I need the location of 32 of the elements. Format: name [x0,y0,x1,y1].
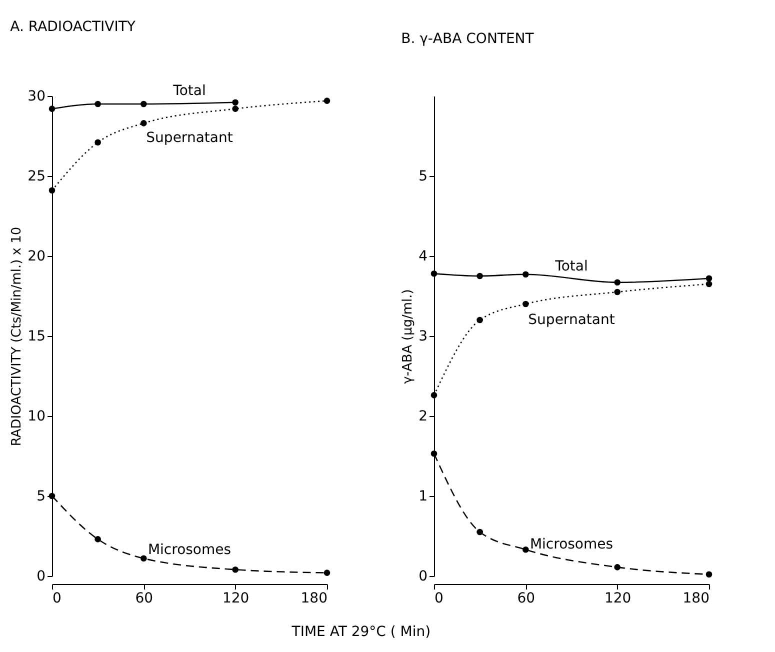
x-tick-label: 180 [682,590,710,606]
y-tick-label: 0 [36,568,46,584]
series-label: Total [554,258,588,274]
chart-title: B. γ-ABA CONTENT [401,31,534,47]
series-label: Total [172,83,206,100]
y-tick-label: 30 [28,88,46,104]
x-tick-label: 60 [517,590,536,606]
x-tick-label: 0 [52,590,62,606]
x-tick-label: 120 [604,590,632,606]
y-tick-label: 2 [418,408,428,424]
x-tick-label: 0 [434,590,444,606]
y-axis-title: RADIOACTIVITY (Cts/Min/ml.) x 10 [10,226,25,446]
y-axis-title: γ-ABA (μg/ml.) [400,289,416,384]
y-tick-label: 5 [36,488,46,504]
x-tick-label: 120 [222,590,250,606]
x-tick-label: 180 [300,590,328,606]
x-tick-label: 60 [135,590,154,606]
chart-title: A. RADIOACTIVITY [10,19,136,36]
y-tick-label: 25 [28,168,46,184]
series-label: Supernatant [528,312,616,328]
series-label: Microsomes [148,542,232,558]
y-tick-label: 0 [418,568,428,584]
y-tick-label: 15 [28,328,46,344]
y-tick-label: 20 [28,248,46,264]
series-label: Microsomes [530,536,614,552]
y-tick-label: 4 [418,248,428,264]
y-tick-label: 1 [418,488,428,504]
y-tick-label: 5 [418,168,428,184]
series-label: Supernatant [146,130,234,146]
x-axis-title: TIME AT 29°C ( Min) [290,624,431,640]
y-tick-label: 3 [418,328,428,344]
y-tick-label: 10 [28,408,46,424]
